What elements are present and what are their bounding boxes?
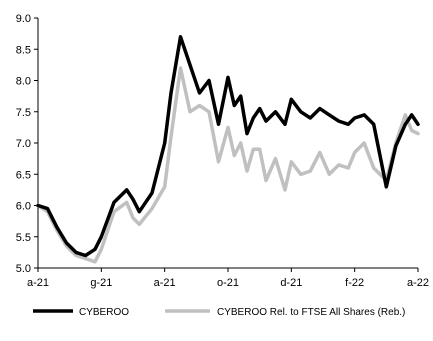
y-tick-label: 8.5 [16, 44, 31, 56]
y-tick-label: 8.0 [16, 76, 31, 88]
legend-label: CYBEROO Rel. to FTSE All Shares (Reb.) [217, 307, 405, 318]
series-line-cyberoo-relative [36, 66, 420, 264]
series-line-cyberoo [36, 35, 420, 258]
legend-label: CYBEROO [79, 307, 129, 318]
x-tick-label: a-21 [154, 277, 176, 289]
legend: CYBEROO CYBEROO Rel. to FTSE All Shares (… [33, 307, 405, 318]
series-layer [36, 35, 420, 264]
x-tick-label: g-21 [90, 277, 112, 289]
y-tick-label: 7.5 [16, 107, 31, 119]
x-tick-label: d-21 [280, 277, 302, 289]
y-tick-label: 6.0 [16, 201, 31, 213]
x-tick-label: f-22 [345, 277, 364, 289]
y-tick-label: 9.0 [16, 13, 31, 25]
x-tick-label: a-21 [27, 277, 49, 289]
y-axis: 5.0 5.5 6.0 6.5 7.0 7.5 8.0 8.5 9.0 [16, 13, 39, 275]
y-tick-label: 6.5 [16, 169, 31, 181]
x-axis: a-21 g-21 a-21 o-21 d-21 f-22 a-22 [27, 267, 429, 289]
x-tick-label: o-21 [217, 277, 239, 289]
y-tick-label: 5.0 [16, 263, 31, 275]
y-tick-label: 5.5 [16, 232, 31, 244]
y-tick-label: 7.0 [16, 138, 31, 150]
x-tick-label: a-22 [407, 277, 429, 289]
